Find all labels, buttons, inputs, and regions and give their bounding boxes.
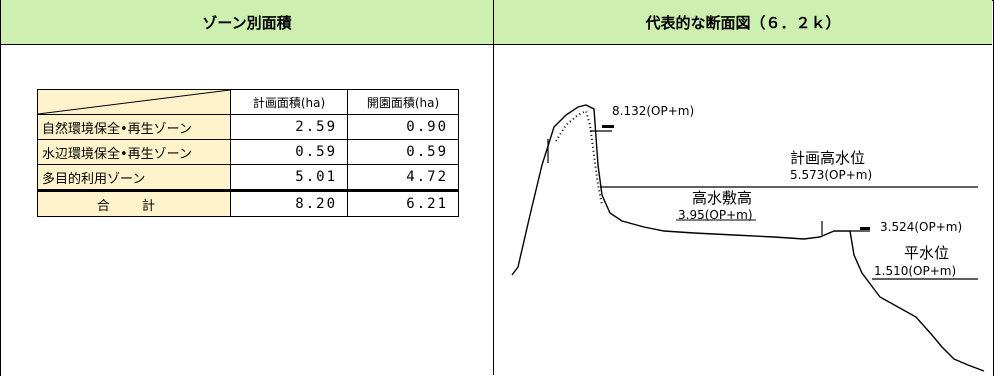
opened-area-value: 0.59 [347, 139, 459, 165]
high-floodplain-label: 高水敷高 [692, 189, 752, 207]
table-row: 水辺環境保全•再生ゾーン 0.59 0.59 [37, 139, 459, 165]
right-level-label: 3.524(OP+m) [880, 220, 962, 234]
total-opened-value: 6.21 [347, 189, 459, 217]
normal-water-label: 平水位 [904, 244, 949, 262]
planned-area-value: 2.59 [230, 114, 348, 140]
zone-area-table: 計画面積(ha) 開園面積(ha) 自然環境保全•再生ゾーン 2.59 0.90… [37, 89, 459, 217]
plan-high-water-label: 計画高水位 [790, 149, 865, 167]
total-row: 合 計 8.20 6.21 [37, 189, 459, 217]
table-row: 多目的利用ゾーン 5.01 4.72 [37, 164, 459, 191]
total-label: 合 計 [37, 189, 231, 217]
top-level-symbol [602, 125, 614, 128]
zone-name: 水辺環境保全•再生ゾーン [37, 139, 231, 165]
right-level-symbol [860, 227, 870, 230]
opened-area-header: 開園面積(ha) [347, 89, 459, 115]
zone-area-header: ゾーン別面積 [1, 0, 493, 45]
opened-area-value: 4.72 [347, 164, 459, 191]
high-floodplain-value: 3.95(OP+m) [678, 208, 753, 222]
plan-high-water-value: 5.573(OP+m) [790, 168, 872, 182]
ground-profile-line [511, 104, 985, 372]
planned-area-header: 計画面積(ha) [230, 89, 348, 115]
column-divider [493, 0, 494, 375]
top-level-label: 8.132(OP+m) [612, 104, 694, 118]
zone-name: 自然環境保全•再生ゾーン [37, 114, 231, 140]
table-row: 自然環境保全•再生ゾーン 2.59 0.90 [37, 114, 459, 140]
diagonal-header-cell [37, 89, 231, 115]
total-planned-value: 8.20 [230, 189, 348, 217]
cross-section-diagram: 8.132(OP+m) 計画高水位 5.573(OP+m) 高水敷高 3.95(… [511, 104, 985, 372]
normal-water-value: 1.510(OP+m) [874, 264, 956, 278]
table-header-row: 計画面積(ha) 開園面積(ha) [37, 89, 459, 115]
planned-area-value: 5.01 [230, 164, 348, 191]
cross-section-header: 代表的な断面図（６．２ｋ） [494, 0, 992, 45]
opened-area-value: 0.90 [347, 114, 459, 140]
zone-name: 多目的利用ゾーン [37, 164, 231, 191]
planned-area-value: 0.59 [230, 139, 348, 165]
